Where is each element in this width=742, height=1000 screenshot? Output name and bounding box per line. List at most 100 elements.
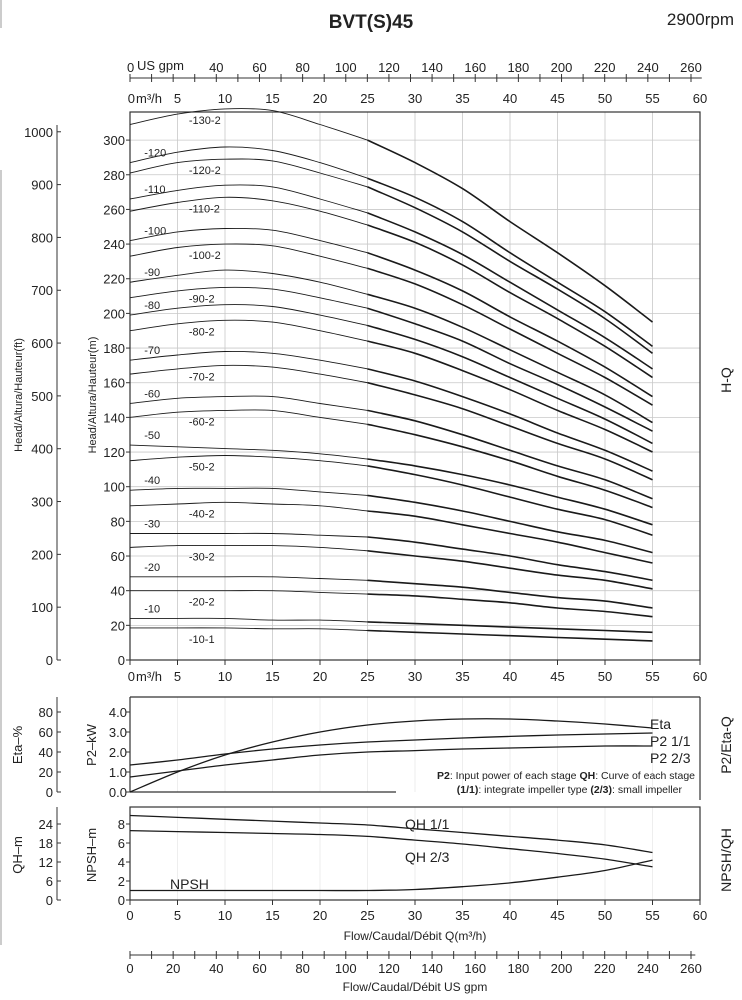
hq-curve-30 (129, 532, 368, 538)
m-axis-title: Head/Altura/Hauteur(m) (87, 337, 99, 454)
bottom-gpm-tick-label: 100 (335, 961, 357, 976)
hq-curve-20-2 (130, 590, 368, 595)
hq-curve-100-2 (129, 243, 368, 269)
bottom-x-tick-label: 30 (408, 908, 422, 923)
bottom-gpm-tick-label: 80 (295, 961, 309, 976)
eta-curve (129, 718, 653, 793)
hq-curve-70-2 (129, 364, 368, 384)
legend-note-span: : integrate impeller type (478, 784, 590, 796)
m-axis-tick-label: 20 (111, 618, 125, 633)
hq-curve-label: -80-2 (189, 326, 215, 338)
npsh-axis-tick-label: 0 (118, 893, 125, 908)
hq-curve-70 (129, 350, 368, 370)
m-axis-tick-label: 80 (111, 514, 125, 529)
legend-note-span: : small impeller (612, 784, 683, 796)
hq-curve-90-2 (129, 286, 368, 309)
hq-curve-90 (367, 293, 653, 424)
hq-curve-90-2 (367, 307, 653, 432)
bottom-gpm-tick-label: 220 (594, 961, 616, 976)
eta-curve-label: Eta (650, 716, 671, 732)
p2-axis-tick-label: 2.0 (109, 745, 127, 760)
hq-curve-label: -50 (144, 430, 160, 442)
qh-axis-tick-label: 18 (39, 836, 53, 851)
top-m3h-tick-label: 25 (360, 91, 374, 106)
hq-curve-label: -110-2 (189, 203, 220, 215)
top-gpm-tick-label: 0 (127, 60, 134, 75)
p2-axis-tick-label: 1.0 (109, 765, 127, 780)
top-gpm-tick-label: 220 (594, 60, 616, 75)
top-gpm-tick-label: 140 (421, 60, 443, 75)
top-gpm-tick-label: 120 (378, 60, 400, 75)
top-m3h-tick-label: 20 (313, 91, 327, 106)
hq-curve-label: -10-1 (189, 634, 215, 646)
bottom-x-tick-label: 35 (455, 908, 469, 923)
hq-curve-110 (367, 212, 653, 370)
bottom-x-tick-label: 25 (360, 908, 374, 923)
hq-curve-40-2 (367, 510, 653, 564)
m-axis-tick-label: 260 (103, 202, 125, 217)
qh-axis-title: QH–m (10, 836, 25, 874)
hq-curve-60 (367, 409, 653, 500)
hq-curve-110 (129, 184, 368, 214)
eta-axis-tick-label: 60 (39, 725, 53, 740)
hq-curve-100 (129, 227, 368, 254)
main-x-tick-label: 10 (218, 669, 232, 684)
bottom-gpm-tick-label: 20 (166, 961, 180, 976)
hq-curve-50-2 (129, 455, 368, 467)
npsh-qh-panel-label: NPSH/QH (718, 828, 734, 892)
top-gpm-tick-label: 200 (551, 60, 573, 75)
top-gpm-tick-label: 180 (508, 60, 530, 75)
hq-curve-label: -20 (144, 562, 160, 574)
hq-curve-120 (129, 146, 368, 179)
legend-note-span: (2/3) (590, 784, 612, 796)
legend-note-span: : Curve of each stage (595, 770, 695, 782)
m-axis-tick-label: 200 (103, 306, 125, 321)
bottom-x-tick-label: 50 (598, 908, 612, 923)
npsh-axis-tick-label: 6 (118, 836, 125, 851)
bottom-x-tick-label: 20 (313, 908, 327, 923)
bottom-gpm-tick-label: 140 (421, 961, 443, 976)
top-gpm-tick-label: 240 (637, 60, 659, 75)
main-x-tick-label: 5 (174, 669, 181, 684)
main-x-unit-label: m³/h (136, 669, 162, 684)
top-m3h-tick-label: 35 (455, 91, 469, 106)
chart-title: BVT(S)45 (328, 12, 414, 33)
ft-axis-tick-label: 200 (31, 547, 53, 562)
m-axis-tick-label: 220 (103, 272, 125, 287)
m-axis-tick-label: 100 (103, 480, 125, 495)
legend-note-line-2: (1/1): integrate impeller type (2/3): sm… (457, 784, 683, 796)
hq-panel-label: H-Q (718, 367, 734, 393)
npsh-axis-tick-label: 2 (118, 874, 125, 889)
bottom-x-axis-title: Flow/Caudal/Débit Q(m³/h) (344, 929, 487, 943)
m-axis-tick-label: 240 (103, 237, 125, 252)
top-gpm-tick-label: 40 (209, 60, 223, 75)
bottom-gpm-tick-label: 260 (680, 961, 702, 976)
hq-curve-label: -70 (144, 345, 160, 357)
bottom-gpm-tick-label: 0 (126, 961, 133, 976)
eta-axis-tick-label: 0 (46, 785, 53, 800)
hq-curve-label: -20-2 (189, 597, 215, 609)
top-gpm-tick-label: 80 (295, 60, 309, 75)
main-x-tick-label: 40 (503, 669, 517, 684)
hq-curve-60 (129, 395, 368, 411)
bottom-gpm-tick-label: 120 (378, 961, 400, 976)
main-x-tick-label: 20 (313, 669, 327, 684)
main-x-tick-label: 25 (360, 669, 374, 684)
qh-2-3-curve-label: QH 2/3 (405, 849, 450, 865)
main-x-tick-label: 35 (455, 669, 469, 684)
bottom-gpm-axis-title: Flow/Caudal/Débit US gpm (343, 980, 488, 994)
ft-axis-title: Head/Altura/Hauteur(ft) (13, 338, 25, 452)
hq-curve-120 (367, 177, 653, 347)
ft-axis-tick-label: 700 (31, 283, 53, 298)
hq-curve-50 (129, 444, 368, 460)
ft-axis-tick-label: 300 (31, 495, 53, 510)
m-axis-tick-label: 140 (103, 410, 125, 425)
bottom-gpm-tick-label: 240 (637, 961, 659, 976)
main-x-tick-label: 55 (645, 669, 659, 684)
hq-curve-40 (367, 494, 653, 554)
top-gpm-unit-label: US gpm (137, 58, 184, 73)
bottom-x-tick-label: 60 (693, 908, 707, 923)
bottom-x-tick-label: 15 (265, 908, 279, 923)
main-x-tick-label: 50 (598, 669, 612, 684)
hq-curve-70 (367, 368, 653, 472)
